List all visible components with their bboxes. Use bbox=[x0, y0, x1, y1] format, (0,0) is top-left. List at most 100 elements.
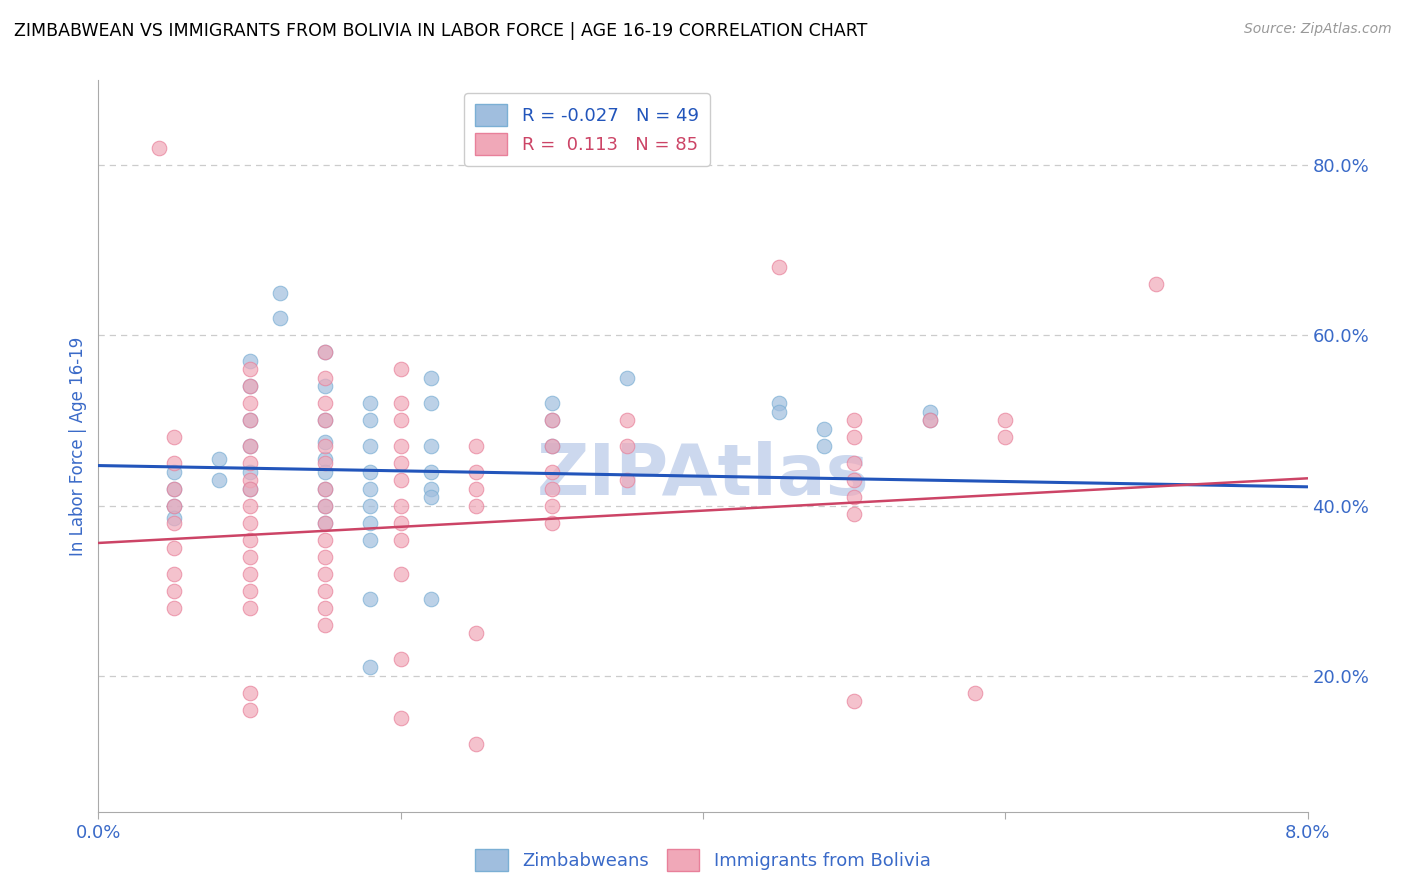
Point bbox=[163, 583, 186, 598]
Point bbox=[314, 345, 336, 359]
Point bbox=[389, 566, 412, 581]
Point bbox=[163, 430, 186, 444]
Point bbox=[465, 482, 488, 496]
Point bbox=[918, 413, 941, 427]
Point bbox=[314, 371, 336, 385]
Point bbox=[148, 141, 170, 155]
Point bbox=[314, 617, 336, 632]
Point bbox=[844, 430, 866, 444]
Point bbox=[540, 439, 562, 453]
Legend: R = -0.027   N = 49, R =  0.113   N = 85: R = -0.027 N = 49, R = 0.113 N = 85 bbox=[464, 93, 710, 166]
Point bbox=[239, 600, 262, 615]
Point bbox=[389, 413, 412, 427]
Legend: Zimbabweans, Immigrants from Bolivia: Zimbabweans, Immigrants from Bolivia bbox=[468, 842, 938, 879]
Point bbox=[208, 451, 231, 466]
Point bbox=[314, 482, 336, 496]
Point bbox=[314, 451, 336, 466]
Point bbox=[813, 422, 835, 436]
Point bbox=[163, 456, 186, 470]
Point bbox=[616, 413, 638, 427]
Point bbox=[465, 626, 488, 640]
Point bbox=[1146, 277, 1168, 292]
Point bbox=[163, 482, 186, 496]
Point bbox=[314, 345, 336, 359]
Point bbox=[768, 405, 790, 419]
Point bbox=[239, 439, 262, 453]
Point bbox=[239, 379, 262, 393]
Point bbox=[314, 413, 336, 427]
Point bbox=[314, 516, 336, 530]
Point bbox=[239, 456, 262, 470]
Point bbox=[994, 430, 1017, 444]
Point bbox=[239, 354, 262, 368]
Y-axis label: In Labor Force | Age 16-19: In Labor Force | Age 16-19 bbox=[69, 336, 87, 556]
Point bbox=[314, 499, 336, 513]
Point bbox=[239, 482, 262, 496]
Point bbox=[389, 362, 412, 376]
Point bbox=[420, 396, 443, 410]
Point bbox=[844, 490, 866, 504]
Point bbox=[360, 592, 382, 607]
Point bbox=[768, 260, 790, 275]
Point bbox=[389, 439, 412, 453]
Point bbox=[239, 413, 262, 427]
Point bbox=[314, 549, 336, 564]
Point bbox=[994, 413, 1017, 427]
Point bbox=[360, 439, 382, 453]
Point bbox=[540, 413, 562, 427]
Point bbox=[239, 465, 262, 479]
Point bbox=[314, 566, 336, 581]
Point bbox=[239, 473, 262, 487]
Point bbox=[360, 516, 382, 530]
Point bbox=[465, 737, 488, 751]
Point bbox=[389, 651, 412, 665]
Point bbox=[844, 507, 866, 521]
Point bbox=[616, 473, 638, 487]
Point bbox=[389, 711, 412, 725]
Point bbox=[465, 499, 488, 513]
Point bbox=[314, 583, 336, 598]
Point bbox=[208, 473, 231, 487]
Point bbox=[314, 533, 336, 547]
Point bbox=[844, 456, 866, 470]
Point bbox=[163, 499, 186, 513]
Point bbox=[239, 583, 262, 598]
Point bbox=[420, 439, 443, 453]
Point bbox=[239, 686, 262, 700]
Point bbox=[360, 465, 382, 479]
Point bbox=[314, 499, 336, 513]
Point bbox=[360, 413, 382, 427]
Point bbox=[389, 396, 412, 410]
Point bbox=[420, 490, 443, 504]
Point bbox=[239, 499, 262, 513]
Point bbox=[239, 566, 262, 581]
Point bbox=[239, 379, 262, 393]
Point bbox=[616, 371, 638, 385]
Point bbox=[163, 465, 186, 479]
Point bbox=[269, 311, 291, 326]
Point bbox=[918, 413, 941, 427]
Point bbox=[314, 600, 336, 615]
Point bbox=[163, 499, 186, 513]
Point bbox=[965, 686, 987, 700]
Point bbox=[465, 439, 488, 453]
Point bbox=[239, 549, 262, 564]
Point bbox=[465, 465, 488, 479]
Point bbox=[540, 499, 562, 513]
Text: ZIPAtlas: ZIPAtlas bbox=[537, 441, 869, 509]
Point bbox=[239, 413, 262, 427]
Point bbox=[360, 482, 382, 496]
Point bbox=[269, 285, 291, 300]
Text: ZIMBABWEAN VS IMMIGRANTS FROM BOLIVIA IN LABOR FORCE | AGE 16-19 CORRELATION CHA: ZIMBABWEAN VS IMMIGRANTS FROM BOLIVIA IN… bbox=[14, 22, 868, 40]
Point bbox=[314, 439, 336, 453]
Point bbox=[239, 482, 262, 496]
Point bbox=[239, 439, 262, 453]
Point bbox=[389, 533, 412, 547]
Point bbox=[420, 482, 443, 496]
Point bbox=[813, 439, 835, 453]
Point bbox=[314, 465, 336, 479]
Point bbox=[163, 482, 186, 496]
Point bbox=[389, 456, 412, 470]
Point bbox=[540, 439, 562, 453]
Point bbox=[314, 482, 336, 496]
